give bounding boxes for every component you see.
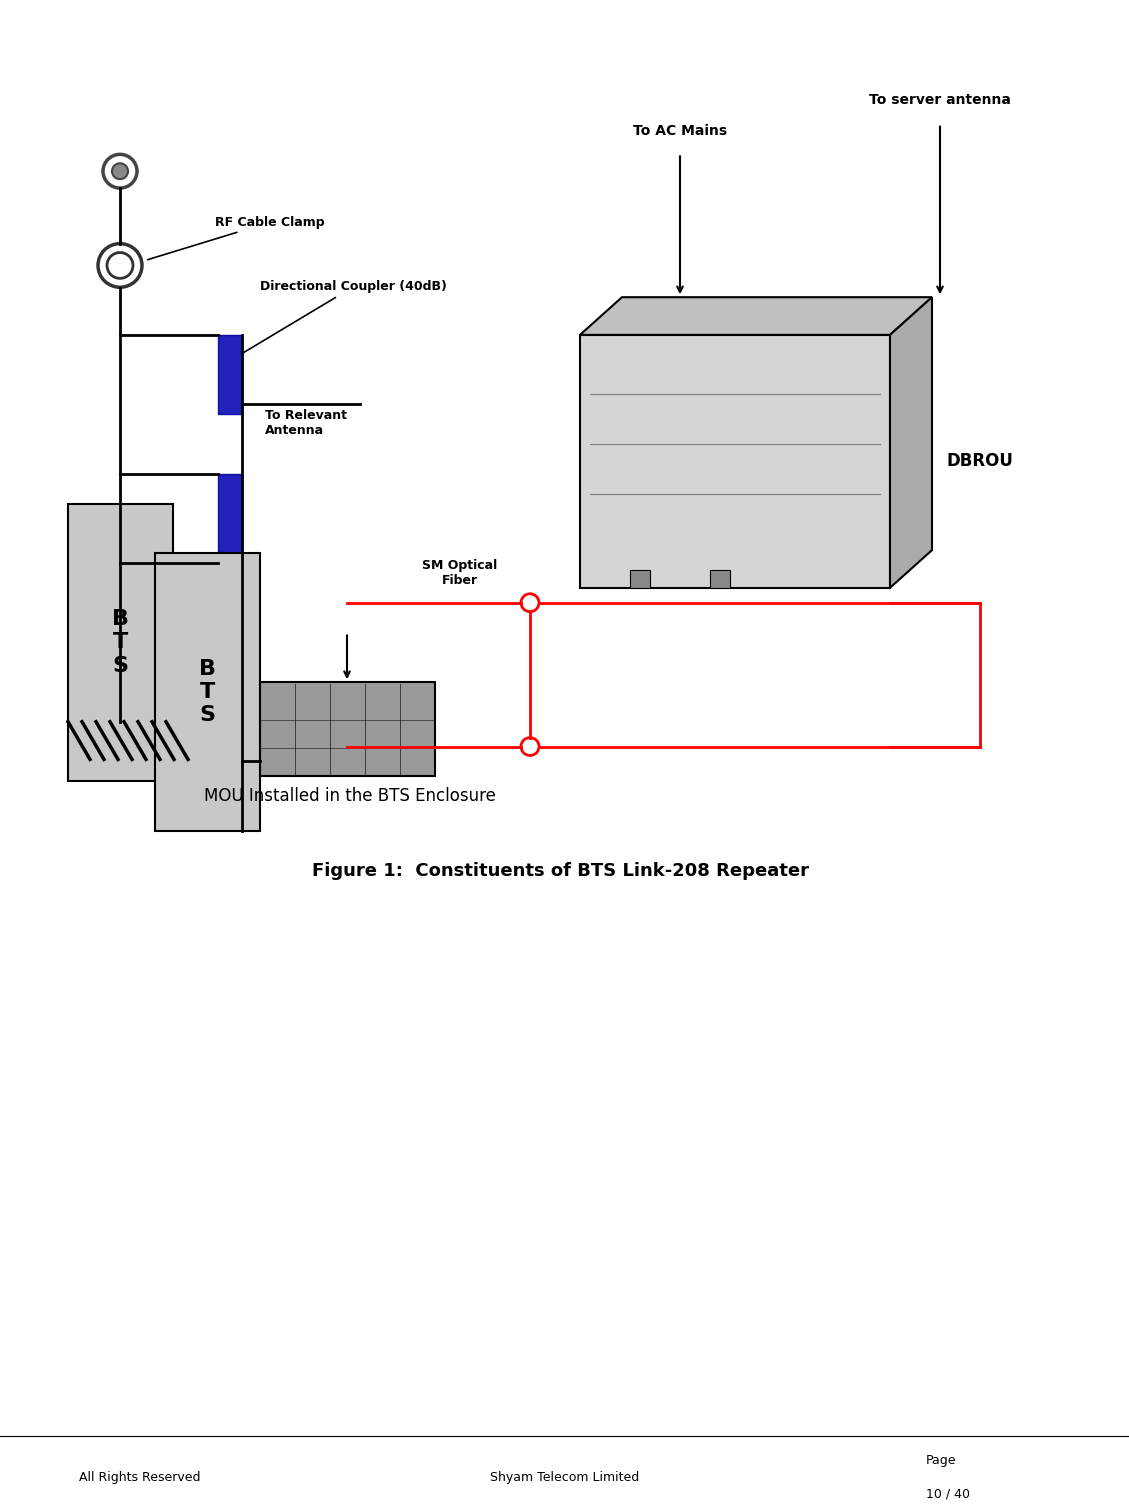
Text: 10 / 40: 10 / 40 [926,1488,970,1500]
Text: SM Optical
Fiber: SM Optical Fiber [422,558,498,587]
Text: Next Generation
Signal Enhancement: Next Generation Signal Enhancement [914,20,1085,59]
Bar [630,570,650,589]
Text: To server antenna: To server antenna [869,92,1010,107]
Text: SHYAM: SHYAM [28,18,152,60]
Circle shape [112,163,128,180]
Text: Shyam Telecom Limited: Shyam Telecom Limited [490,1471,639,1483]
Bar [68,504,173,782]
Bar [218,474,242,554]
Text: RF Cable Clamp: RF Cable Clamp [148,216,325,260]
Text: Page: Page [926,1455,956,1467]
Text: To Relevant
Antenna: To Relevant Antenna [265,409,347,438]
Text: All Rights Reserved: All Rights Reserved [79,1471,201,1483]
Text: B
T
S: B T S [112,610,129,676]
Bar [155,554,260,831]
Text: B
T
S: B T S [199,659,216,726]
Text: To AC Mains: To AC Mains [633,124,727,139]
Bar [710,570,730,589]
Bar [218,335,242,415]
Bar [260,682,435,776]
Text: Figure 1:  Constituents of BTS Link-208 Repeater: Figure 1: Constituents of BTS Link-208 R… [312,862,808,880]
Text: DBROU: DBROU [947,453,1014,471]
Text: Directional Coupler (40dB): Directional Coupler (40dB) [243,281,447,353]
Bar [580,335,890,589]
Text: MOU Installed in the BTS Enclosure: MOU Installed in the BTS Enclosure [204,788,496,806]
Polygon shape [890,297,933,589]
Polygon shape [580,297,933,335]
